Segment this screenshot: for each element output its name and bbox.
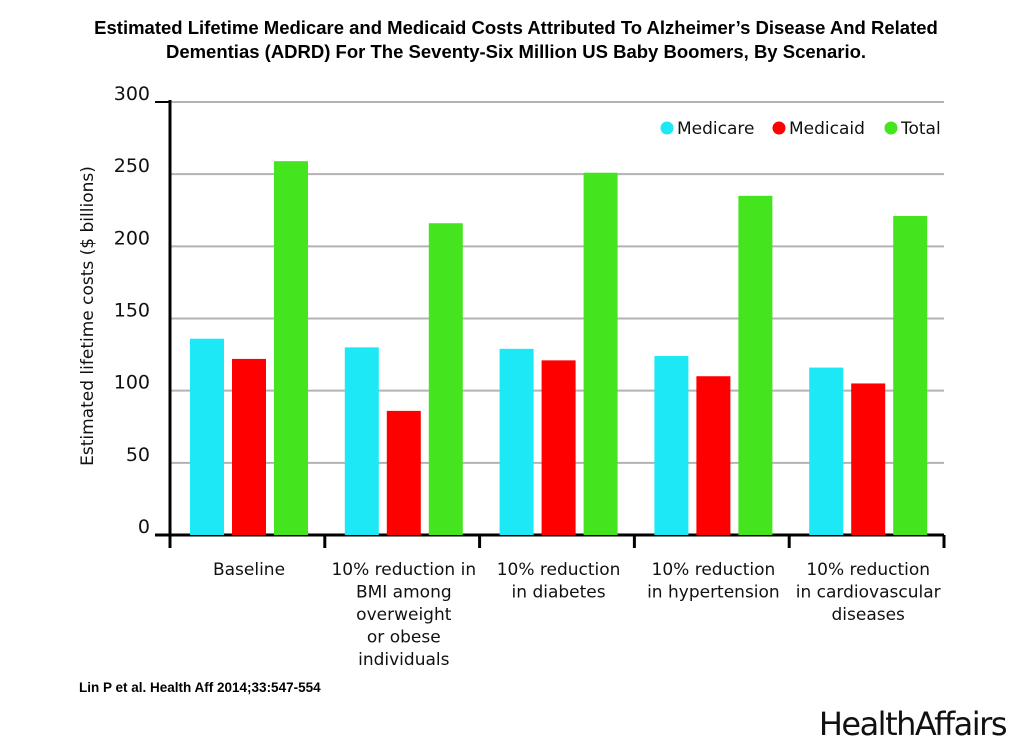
x-category-label: 10% reduction in cardiovascular diseases <box>796 560 941 625</box>
bar-total <box>893 216 928 536</box>
y-tick-label: 50 <box>126 444 150 466</box>
y-axis-label: Estimated lifetime costs ($ billions) <box>78 166 98 466</box>
y-tick-label: 150 <box>114 300 150 322</box>
legend-marker-medicare <box>660 121 674 135</box>
y-tick-label: 0 <box>138 516 150 538</box>
title-line-1: Estimated Lifetime Medicare and Medicaid… <box>94 17 938 38</box>
x-category-label: Baseline <box>213 560 285 580</box>
bar-medicare <box>654 356 689 535</box>
bar-medicaid <box>232 358 266 535</box>
x-category-label: 10% reduction in diabetes <box>497 560 621 603</box>
bar-medicare <box>499 348 534 535</box>
x-category-label: 10% reduction in BMI among overweight or ob… <box>331 560 476 670</box>
bar-medicaid <box>851 383 886 535</box>
y-tick-label: 100 <box>114 372 150 394</box>
bar-total <box>274 161 308 535</box>
bar-medicaid <box>386 410 421 535</box>
legend-label-total: Total <box>900 119 941 139</box>
bar-medicare <box>344 347 379 535</box>
bar-total <box>583 172 618 535</box>
y-tick-label: 300 <box>114 83 150 105</box>
health-affairs-logo: HealthAffairs <box>818 705 1008 743</box>
legend-marker-medicaid <box>772 121 786 135</box>
bar-medicaid <box>541 360 576 535</box>
bar-medicare <box>809 367 844 535</box>
title-line-2: Dementias (ADRD) For The Seventy-Six Mil… <box>165 41 867 62</box>
y-tick-label: 250 <box>114 155 150 177</box>
source-citation: Lin P et al. Health Aff 2014;33:547-554 <box>79 680 321 695</box>
bar-total <box>428 223 463 536</box>
legend-marker-total <box>884 121 898 135</box>
chart-title: Estimated Lifetime Medicare and Medicaid… <box>0 16 1032 64</box>
bar-medicaid <box>696 376 731 535</box>
x-category-label: 10% reduction in hypertension <box>647 560 780 603</box>
legend-label-medicare: Medicare <box>677 119 754 139</box>
bar-total <box>738 195 773 536</box>
y-tick-label: 200 <box>114 227 150 249</box>
legend-label-medicaid: Medicaid <box>789 119 865 139</box>
bar-medicare <box>190 338 224 535</box>
